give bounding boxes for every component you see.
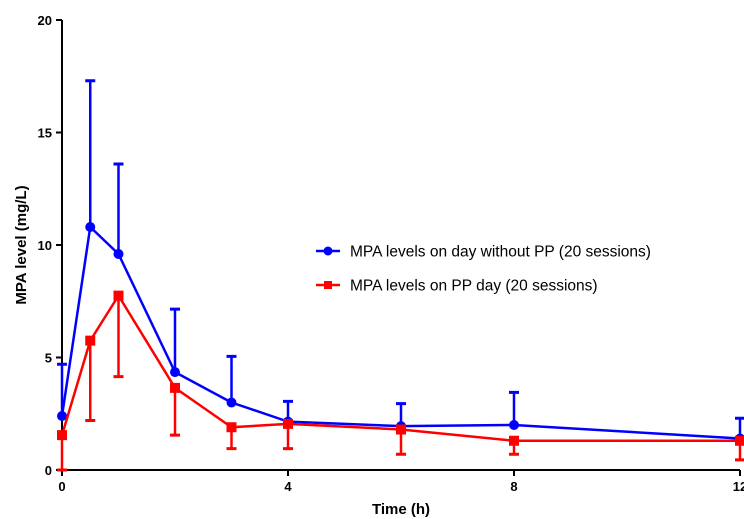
series-layer (57, 79, 744, 472)
y-tick-label: 20 (38, 13, 52, 28)
series-0 (57, 79, 744, 444)
y-tick-label: 15 (38, 126, 52, 141)
series-1 (57, 290, 744, 472)
ticks: 0 5 10 15 20 0 4 8 12 (38, 13, 744, 494)
data-point-series-0 (113, 249, 124, 259)
data-point-series-1 (509, 435, 519, 446)
y-tick-label: 5 (45, 351, 52, 366)
x-tick-label: 12 (733, 479, 744, 494)
data-point-series-0 (85, 222, 96, 232)
data-point-series-1 (170, 382, 180, 393)
data-point-series-1 (226, 422, 237, 433)
x-tick-label: 4 (284, 479, 292, 494)
data-point-series-1 (283, 418, 293, 429)
x-tick-label: 8 (510, 479, 517, 494)
data-point-series-0 (170, 367, 180, 378)
y-tick-label: 10 (38, 238, 52, 253)
legend: MPA levels on day without PP (20 session… (316, 244, 651, 295)
data-point-series-1 (85, 335, 96, 346)
legend-marker-series-1 (324, 281, 332, 289)
y-axis-title: MPA level (mg/L) (13, 185, 30, 304)
data-point-series-0 (509, 420, 519, 430)
legend-marker-series-0 (323, 246, 333, 256)
data-point-series-1 (735, 435, 744, 446)
data-point-series-1 (57, 430, 67, 441)
data-point-series-1 (396, 424, 406, 435)
data-point-series-0 (226, 397, 237, 408)
legend-label-series-0: MPA levels on day without PP (20 session… (350, 244, 651, 261)
data-point-series-0 (57, 411, 67, 421)
data-point-series-1 (113, 290, 124, 301)
x-tick-label: 0 (58, 479, 65, 494)
x-axis-title: Time (h) (372, 501, 430, 518)
y-tick-label: 0 (45, 463, 52, 478)
legend-label-series-1: MPA levels on PP day (20 sessions) (350, 278, 598, 295)
